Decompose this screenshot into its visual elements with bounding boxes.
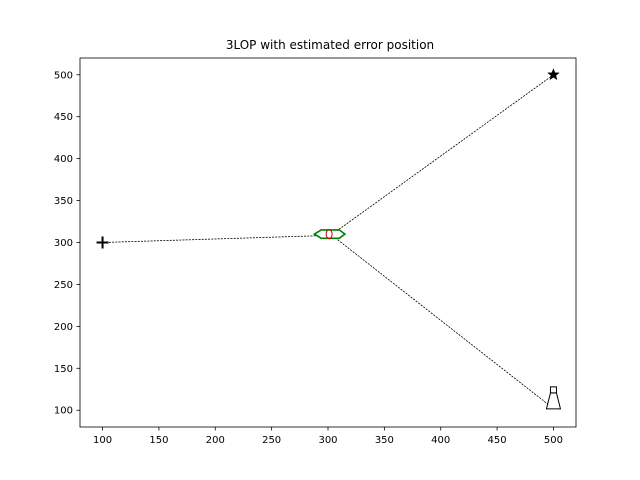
x-tick-label-150: 150 (149, 435, 168, 446)
y-tick-label-100: 100 (54, 406, 73, 417)
estimated-position-marker (325, 229, 333, 240)
y-tick-label-400: 400 (54, 154, 73, 165)
axes-frame (79, 57, 577, 428)
y-tick-label-500: 500 (54, 70, 73, 81)
y-tick-label-150: 150 (54, 364, 73, 375)
x-tick-label-300: 300 (318, 435, 337, 446)
x-tick-label-500: 500 (544, 435, 563, 446)
bearing-line-1 (102, 235, 317, 243)
y-tick-label-250: 250 (54, 280, 73, 291)
x-tick-label-100: 100 (93, 435, 112, 446)
x-tick-label-200: 200 (206, 435, 225, 446)
axes: 100 150 200 250 300 350 400 450 500 100 150 200 250 3… (54, 57, 577, 446)
plot-area (96, 68, 562, 410)
x-tick-label-250: 250 (262, 435, 281, 446)
y-tick-label-200: 200 (54, 322, 73, 333)
star-icon (547, 68, 560, 81)
lighthouse-icon (545, 392, 562, 410)
bearing-line-2 (336, 74, 554, 232)
lighthouse-lamp (549, 386, 557, 394)
y-tick-label-350: 350 (54, 196, 73, 207)
error-hexagon (312, 229, 347, 240)
y-tick-label-450: 450 (54, 112, 73, 123)
y-tick-label-300: 300 (54, 238, 73, 249)
chart-title: 3LOP with estimated error position (226, 38, 434, 52)
x-tick-label-350: 350 (375, 435, 394, 446)
bearing-line-3 (334, 237, 554, 409)
x-tick-label-400: 400 (431, 435, 450, 446)
x-tick-label-450: 450 (488, 435, 507, 446)
